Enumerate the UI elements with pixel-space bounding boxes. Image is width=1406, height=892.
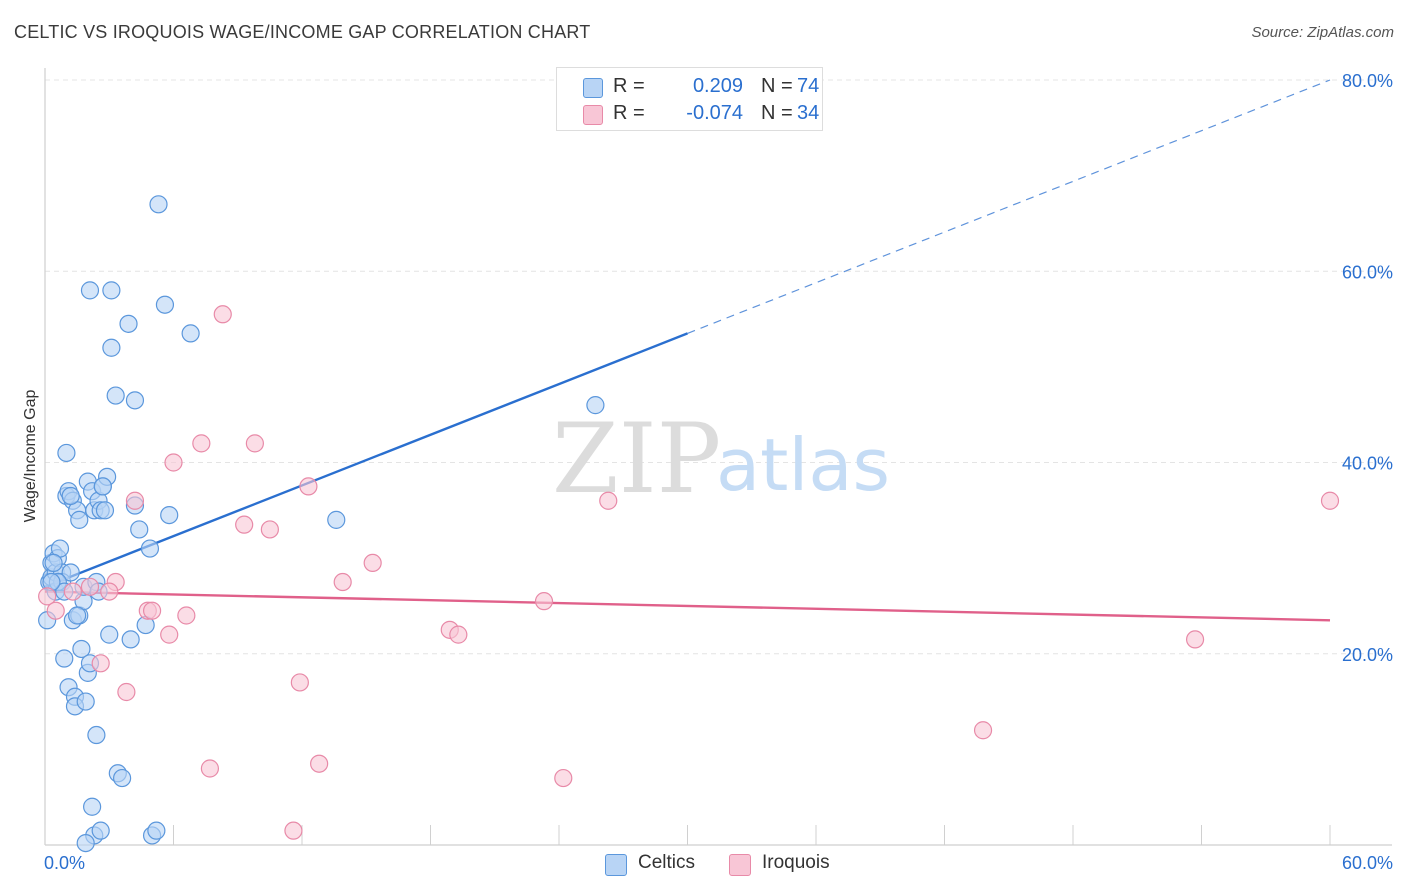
celtics-point xyxy=(140,539,160,558)
iroquois-point xyxy=(100,582,119,601)
r-label: R = xyxy=(613,102,645,124)
y-tick-label: 80.0% xyxy=(1342,71,1393,91)
celtics-point xyxy=(102,281,121,300)
iroquois-point xyxy=(125,491,145,510)
celtics-swatch xyxy=(583,78,603,98)
celtics-point xyxy=(87,725,106,745)
celtics-point xyxy=(91,821,110,840)
iroquois-points xyxy=(38,305,1340,840)
x-tick-label-max: 60.0% xyxy=(1342,853,1393,873)
iroquois-trend-line xyxy=(44,590,1331,622)
celtics-point xyxy=(83,797,102,816)
y-tick-label: 60.0% xyxy=(1342,262,1393,282)
iroquois-point xyxy=(363,553,382,573)
iroquois-swatch xyxy=(583,105,603,125)
iroquois-point xyxy=(245,434,264,453)
celtics-point xyxy=(155,295,175,314)
celtics-point xyxy=(106,386,125,405)
y-axis-label: Wage/Income Gap xyxy=(22,390,39,523)
watermark-zip: ZIP xyxy=(552,403,721,515)
celtics-point xyxy=(112,768,132,788)
iroquois-point xyxy=(192,434,211,453)
celtics-point xyxy=(68,606,87,625)
celtics-point xyxy=(61,563,80,582)
celtics-point xyxy=(93,477,112,496)
celtics-trend-extension xyxy=(687,79,1331,334)
celtics-point xyxy=(121,630,140,649)
iroquois-legend-label: Iroquois xyxy=(762,852,830,873)
grid-lines xyxy=(45,79,1392,655)
celtics-point xyxy=(160,505,179,525)
iroquois-point xyxy=(554,768,573,788)
celtics-point xyxy=(95,501,115,520)
y-tick-label: 20.0% xyxy=(1342,645,1393,665)
iroquois-point xyxy=(310,754,329,773)
celtics-n-value: 74 xyxy=(797,75,820,97)
celtics-point xyxy=(100,625,119,644)
celtics-point xyxy=(149,195,168,214)
celtics-legend-label: Celtics xyxy=(638,852,696,873)
celtics-point xyxy=(181,324,200,343)
y-tick-label: 40.0% xyxy=(1342,454,1393,474)
celtics-point xyxy=(57,443,76,463)
iroquois-point xyxy=(164,453,183,472)
iroquois-point xyxy=(299,477,318,496)
celtics-point xyxy=(76,833,95,853)
celtics-point xyxy=(44,553,63,573)
stats-legend: R = 0.209 N = 74 R = -0.074 N = 34 xyxy=(556,67,823,131)
celtics-point xyxy=(130,520,149,539)
iroquois-point xyxy=(91,654,110,673)
iroquois-r-value: -0.074 xyxy=(686,102,743,124)
celtics-points xyxy=(38,195,605,853)
trend-lines xyxy=(44,79,1331,622)
celtics-point xyxy=(119,314,138,333)
n-label: N = xyxy=(761,102,793,124)
celtics-point xyxy=(147,821,166,840)
watermark-atlas: atlas xyxy=(716,423,890,507)
iroquois-point xyxy=(260,520,279,539)
iroquois-point xyxy=(973,721,993,740)
iroquois-point xyxy=(46,601,65,620)
r-label: R = xyxy=(613,75,645,97)
source-label: Source: ZipAtlas.com xyxy=(1251,24,1394,41)
iroquois-point xyxy=(177,606,196,625)
celtics-point xyxy=(70,510,89,529)
iroquois-point xyxy=(213,305,232,324)
iroquois-point xyxy=(142,601,162,620)
n-label: N = xyxy=(761,75,793,97)
celtics-legend-swatch xyxy=(605,854,627,876)
iroquois-point xyxy=(80,577,100,596)
iroquois-point xyxy=(599,491,618,510)
celtics-point xyxy=(61,486,80,506)
iroquois-point xyxy=(200,759,220,778)
watermark: ZIP atlas xyxy=(552,403,890,515)
iroquois-point xyxy=(235,515,254,534)
iroquois-point xyxy=(1320,491,1340,510)
celtics-point xyxy=(72,639,91,659)
iroquois-point xyxy=(38,587,57,606)
iroquois-point xyxy=(63,582,82,601)
celtics-point xyxy=(327,510,346,529)
celtics-point xyxy=(586,396,605,415)
celtics-r-value: 0.209 xyxy=(692,75,743,97)
iroquois-point xyxy=(333,572,352,592)
iroquois-legend-swatch xyxy=(729,854,751,876)
iroquois-point xyxy=(160,625,179,644)
celtics-point xyxy=(125,391,145,410)
iroquois-point xyxy=(1185,630,1205,649)
celtics-point xyxy=(76,692,95,711)
iroquois-n-value: 34 xyxy=(797,102,820,124)
celtics-point xyxy=(102,338,121,357)
celtics-point xyxy=(55,649,74,668)
chart-title: CELTIC VS IROQUOIS WAGE/INCOME GAP CORRE… xyxy=(14,22,591,42)
x-tick-label-min: 0.0% xyxy=(44,853,85,873)
celtics-point xyxy=(80,281,100,300)
iroquois-point xyxy=(534,592,554,611)
iroquois-point xyxy=(284,821,303,840)
iroquois-point xyxy=(290,673,309,692)
tick-labels: 20.0% 40.0% 60.0% 80.0% 0.0% 60.0% xyxy=(44,71,1393,873)
iroquois-point xyxy=(117,682,136,702)
iroquois-point xyxy=(449,625,468,644)
